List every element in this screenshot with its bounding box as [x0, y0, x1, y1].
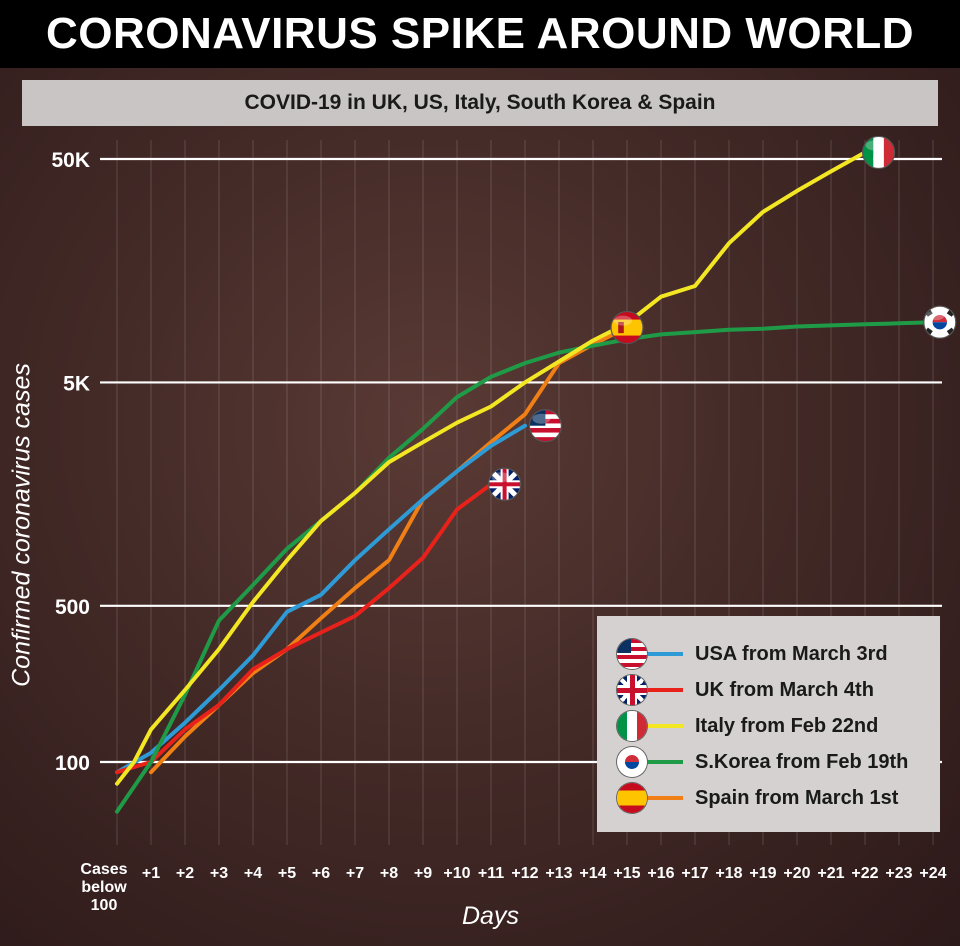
chart-legend: USA from March 3rd UK from March 4th Italy…	[597, 616, 940, 832]
x-tick-label: +3	[210, 865, 228, 882]
y-tick-labels: 100 500 5K 50K	[51, 149, 90, 775]
series-lines	[115, 150, 935, 814]
x-tick-label: +11	[478, 865, 504, 882]
x-tick-label: +4	[244, 865, 262, 882]
us-flag-icon	[617, 639, 647, 669]
x-tick-label: +1	[142, 865, 160, 882]
x-tick-label: +2	[176, 865, 194, 882]
x-tick-label: +15	[613, 865, 640, 882]
legend-label: USA from March 3rd	[695, 642, 888, 665]
legend-label: S.Korea from Feb 19th	[695, 750, 909, 773]
x-tick-label: +6	[312, 865, 330, 882]
y-tick-label: 100	[55, 752, 90, 775]
x-tick-label: +24	[919, 865, 946, 882]
page-title: CORONAVIRUS SPIKE AROUND WORLD	[0, 0, 960, 68]
x-tick-labels: Cases below 100 +1 +2 +3 +4 +5 +6 +7 +8 +9 +10 +11 +12…	[80, 861, 946, 914]
italy-flag-icon	[861, 135, 896, 170]
x-tick-label: +7	[346, 865, 364, 882]
x-axis-title: Days	[462, 902, 519, 930]
x-tick-label: +9	[414, 865, 432, 882]
legend-item: Spain from March 1st	[597, 780, 940, 816]
x-tick-label: +5	[278, 865, 296, 882]
y-tick-label: 500	[55, 596, 90, 619]
x-tick-label: +21	[817, 865, 844, 882]
chart-subtitle: COVID-19 in UK, US, Italy, South Korea &…	[22, 80, 938, 126]
x-tick-label: +14	[579, 865, 606, 882]
series-line-uk	[115, 482, 493, 775]
legend-line-swatch	[637, 652, 683, 656]
x-tick-label: +22	[851, 865, 878, 882]
x-tick-label: +23	[885, 865, 912, 882]
x-tick-label: +17	[681, 865, 708, 882]
series-line-us	[115, 423, 527, 775]
y-tick-label: 50K	[51, 149, 90, 172]
x-tick-label: +20	[783, 865, 810, 882]
x-tick-label: +12	[511, 865, 538, 882]
legend-marker	[617, 783, 683, 813]
us-flag-icon	[528, 409, 563, 443]
south-korea-flag-icon	[923, 305, 957, 339]
spain-flag-icon	[610, 310, 644, 345]
uk-flag-icon	[617, 675, 647, 705]
italy-flag-icon	[617, 711, 647, 741]
x-tick-label: +13	[545, 865, 572, 882]
uk-flag-icon	[488, 467, 522, 501]
x-tick-label: +10	[443, 865, 470, 882]
x-tick-label: +8	[380, 865, 398, 882]
legend-item: S.Korea from Feb 19th	[597, 744, 940, 780]
legend-item: Italy from Feb 22nd	[597, 708, 940, 744]
series-line-south-korea	[115, 320, 935, 814]
south-korea-flag-icon	[617, 747, 647, 777]
legend-line-swatch	[637, 724, 683, 728]
series-end-flags	[488, 135, 957, 501]
y-tick-label: 5K	[63, 372, 90, 395]
legend-line-swatch	[637, 688, 683, 692]
y-axis-title: Confirmed coronavirus cases	[7, 363, 36, 687]
spain-flag-icon	[617, 783, 647, 813]
legend-line-swatch	[637, 796, 683, 800]
x-tick-label: +19	[749, 865, 776, 882]
legend-marker	[617, 747, 683, 777]
x-tick-label-cases-below-100: Cases below 100	[80, 861, 127, 914]
legend-marker	[617, 675, 683, 705]
x-tick-label: +16	[647, 865, 674, 882]
legend-label: Spain from March 1st	[695, 786, 899, 809]
legend-line-swatch	[637, 760, 683, 764]
legend-label: Italy from Feb 22nd	[695, 714, 879, 737]
legend-label: UK from March 4th	[695, 678, 874, 701]
legend-item: USA from March 3rd	[597, 636, 940, 672]
legend-item: UK from March 4th	[597, 672, 940, 708]
x-tick-label: +18	[715, 865, 742, 882]
legend-marker	[617, 639, 683, 669]
legend-marker	[617, 711, 683, 741]
series-line-italy	[115, 150, 867, 786]
